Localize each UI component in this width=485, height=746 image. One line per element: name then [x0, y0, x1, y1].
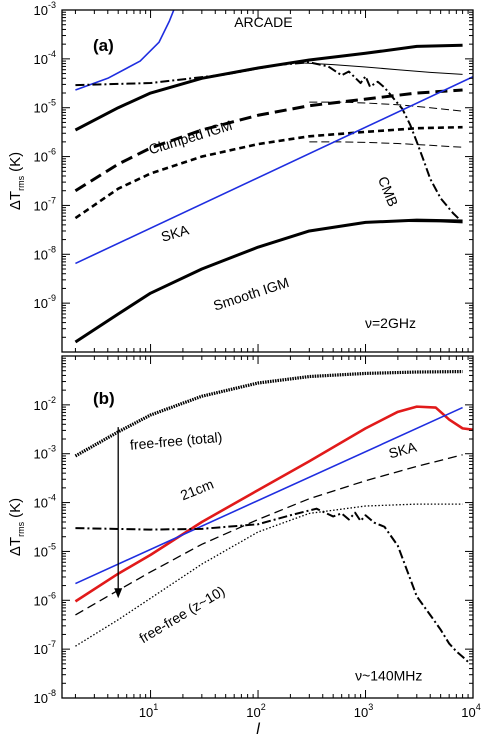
y-tick-label: 10-5 — [34, 541, 56, 559]
panel-b-frame — [61, 355, 474, 699]
series-annotation: SKA — [387, 438, 419, 461]
arrow-head — [114, 588, 123, 599]
series-line-blue — [75, 10, 175, 91]
panel-b-ylabel-sub: rms — [16, 521, 26, 536]
y-tick-label: 10-3 — [34, 444, 56, 462]
panel-b-annotations: free-free (total) SKA 21cm free-free (z~10)… — [114, 427, 422, 683]
series-annotation: ν~140MHz — [355, 667, 422, 683]
panel-a-ylabel-main: ΔT — [7, 191, 24, 210]
y-tick-label: 10-7 — [34, 639, 56, 657]
series-line-dash — [75, 454, 463, 616]
panel-b-curves — [74, 369, 473, 663]
series-annotation: Smooth IGM — [211, 274, 291, 314]
y-tick-label: 10-3 — [34, 0, 56, 18]
series-line-thick-solid — [74, 43, 463, 132]
panel-a-ylabel-sub: rms — [16, 175, 26, 190]
x-tick-labels: 101 102 103 104 — [139, 702, 481, 720]
series-annotation: free-free (total) — [129, 429, 223, 453]
panel-a-note: ν=2GHz — [365, 315, 416, 331]
series-line-thick-dash-short — [74, 125, 463, 220]
svg-text:ΔTrms(K): ΔTrms (K) — [7, 152, 26, 210]
panel-b: 10-2 10-3 10-4 10-5 10-6 10-7 10-8 free-free (… — [7, 355, 474, 706]
series-line-blue — [75, 76, 473, 265]
series-line-dash-dot — [75, 61, 464, 224]
panel-a-curves — [74, 10, 473, 344]
series-line-red — [74, 405, 473, 603]
series-annotation: CMB — [375, 174, 401, 209]
series-annotation: free-free (z~10) — [136, 583, 227, 647]
x-tick-label: 103 — [354, 702, 373, 720]
x-tick-label: 101 — [139, 702, 158, 720]
x-tick-label: 102 — [246, 702, 265, 720]
y-tick-label: 10-4 — [34, 49, 56, 67]
y-tick-label: 10-2 — [34, 395, 56, 413]
series-line-dash-dot — [75, 507, 469, 663]
series-line-thin-dash — [309, 141, 463, 148]
panel-a-ylabel: ΔTrms (K) — [7, 152, 26, 210]
series-annotation: SKA — [159, 221, 191, 244]
y-tick-label: 10-6 — [34, 147, 56, 165]
x-tick-label: 104 — [461, 702, 480, 720]
series-line-blue — [75, 406, 463, 585]
y-tick-label: 10-5 — [34, 98, 56, 116]
panel-a-label: (a) — [93, 36, 114, 55]
series-line-thin-solid — [408, 220, 463, 224]
panel-b-ylabel-main: ΔT — [7, 537, 24, 556]
panel-a: 10-310-410-510-610-710-810-9 ARCADEClump… — [7, 0, 474, 353]
panel-a-ticks: 10-3 10-4 10-5 10-6 10-7 10-8 10-9 — [34, 0, 474, 353]
svg-text:ΔTrms(K): ΔTrms (K) — [7, 498, 26, 556]
y-tick-label: 10-7 — [34, 195, 56, 213]
y-tick-label: 10-9 — [34, 293, 56, 311]
series-line-thin-solid — [290, 61, 463, 75]
panel-a-frame — [61, 9, 474, 353]
panel-b-ticks: 10-2 10-3 10-4 10-5 10-6 10-7 10-8 — [34, 355, 474, 706]
series-line-thin-dash — [309, 101, 463, 112]
y-tick-label: 10-4 — [34, 493, 56, 511]
y-tick-label: 10-6 — [34, 590, 56, 608]
y-tick-label: 10-8 — [34, 688, 56, 706]
panel-a-ylabel-unit: (K) — [7, 152, 24, 172]
panel-b-ylabel: ΔTrms (K) — [7, 498, 26, 556]
series-annotation: ARCADE — [234, 14, 292, 30]
series-annotation: 21cm — [178, 476, 216, 504]
panel-b-label: (b) — [93, 389, 115, 408]
panel-b-ylabel-unit: (K) — [7, 498, 24, 518]
series-line-thick-dotted — [74, 369, 463, 458]
series-line-thick-dash-long — [74, 88, 463, 192]
x-axis-label: l — [256, 721, 260, 738]
y-tick-label: 10-8 — [34, 244, 56, 262]
series-line-dotted — [75, 503, 463, 647]
series-line-thick-solid — [74, 218, 463, 344]
